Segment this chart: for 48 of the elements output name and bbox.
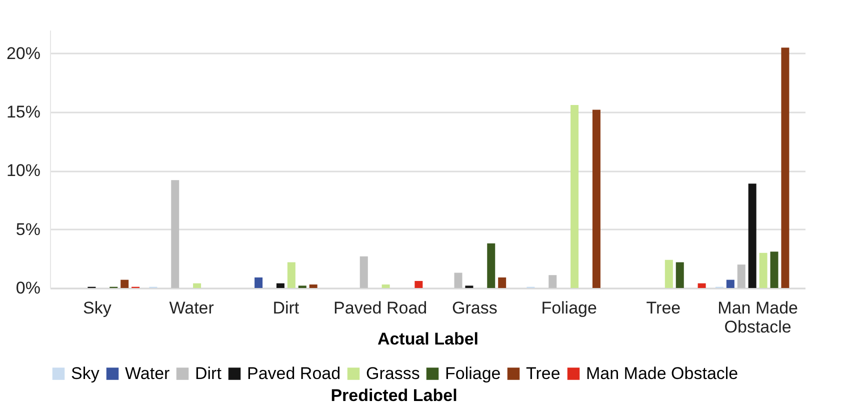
bar bbox=[171, 180, 180, 288]
bar bbox=[570, 105, 579, 288]
y-tick-label: 20% bbox=[6, 44, 40, 63]
y-tick-label: 10% bbox=[6, 161, 40, 180]
legend-label: Dirt bbox=[195, 364, 222, 383]
bar bbox=[498, 277, 506, 288]
bar bbox=[254, 277, 263, 288]
x-tick-label: Water bbox=[169, 298, 214, 318]
bar bbox=[414, 280, 423, 288]
x-tick-label: Tree bbox=[646, 298, 681, 318]
bar bbox=[276, 283, 284, 288]
bar bbox=[287, 262, 296, 288]
bar bbox=[770, 252, 778, 288]
bar bbox=[698, 283, 706, 288]
bar bbox=[193, 283, 202, 288]
legend-label: Paved Road bbox=[247, 364, 341, 383]
bar bbox=[309, 284, 318, 288]
x-tick-label: Foliage bbox=[541, 298, 597, 318]
x-axis-title: Actual Label bbox=[377, 330, 479, 348]
bar bbox=[120, 280, 129, 288]
y-tick-label: 5% bbox=[16, 220, 40, 239]
bar bbox=[454, 272, 462, 288]
bar bbox=[737, 264, 746, 288]
legend-label: Man Made Obstacle bbox=[586, 364, 738, 383]
bar bbox=[726, 280, 734, 288]
legend-label: Grasss bbox=[366, 364, 420, 383]
x-tick-label: Dirt bbox=[272, 298, 300, 318]
legend-label: Sky bbox=[71, 364, 100, 383]
bar bbox=[748, 184, 756, 288]
x-tick-label: Man Made Obstacle bbox=[718, 298, 798, 336]
x-tick-label: Grass bbox=[452, 298, 498, 318]
bar bbox=[781, 48, 790, 288]
bar bbox=[382, 284, 390, 288]
x-tick-label: Sky bbox=[83, 298, 112, 318]
y-tick-label: 0% bbox=[16, 278, 40, 298]
legend-label: Foliage bbox=[445, 364, 501, 383]
legend-title: Predicted Label bbox=[330, 386, 458, 405]
bar bbox=[548, 275, 557, 288]
bar bbox=[759, 252, 768, 288]
bar bbox=[664, 260, 673, 288]
legend-label: Tree bbox=[526, 364, 560, 383]
bar bbox=[360, 256, 368, 288]
bar bbox=[676, 262, 684, 288]
y-tick-label: 15% bbox=[6, 102, 40, 122]
bar bbox=[487, 243, 496, 288]
x-tick-label: Paved Road bbox=[334, 298, 428, 318]
bar bbox=[592, 110, 600, 288]
legend-label: Water bbox=[125, 364, 170, 383]
